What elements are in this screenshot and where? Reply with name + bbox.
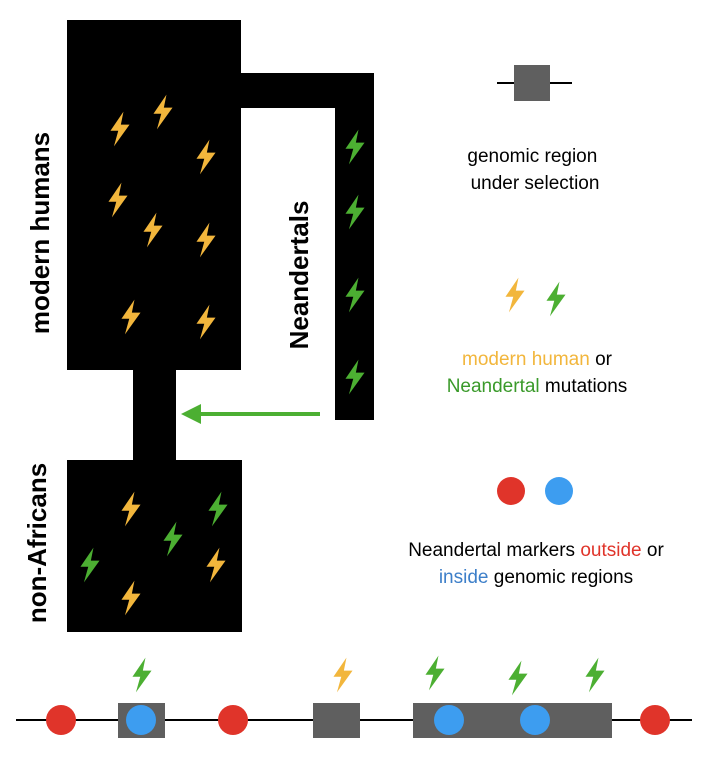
legend-region-text: genomic region under selection — [467, 146, 602, 194]
lightning-bolt-icon — [505, 277, 525, 313]
legend-markers-line1: Neandertal markers outside or — [408, 540, 664, 561]
circle-marker-icon — [46, 705, 76, 735]
legend-mutations-line1: modern human or — [462, 349, 613, 370]
legend-region-symbol — [497, 65, 572, 101]
population-tree — [67, 20, 374, 632]
legend-or-word: or — [590, 349, 613, 370]
non-africans-label: non-Africans — [22, 463, 52, 623]
modern-humans-label: modern humans — [25, 132, 55, 334]
legend-or-word-2: or — [642, 540, 665, 561]
bottleneck-stem — [133, 370, 176, 462]
legend-region-line2: under selection — [471, 173, 600, 194]
neandertals-label: Neandertals — [284, 201, 314, 350]
non-africans-block — [67, 460, 242, 632]
lightning-bolt-icon — [132, 657, 152, 693]
lightning-bolt-icon — [585, 657, 605, 693]
legend-markers-line2: inside genomic regions — [439, 567, 633, 588]
circle-marker-icon — [126, 705, 156, 735]
genome-track — [16, 655, 692, 738]
legend-region-line1: genomic region — [467, 146, 597, 167]
circle-marker-icon — [545, 477, 573, 505]
legend-mutations-line2: Neandertal mutations — [447, 376, 628, 397]
legend-markers-text-b: genomic regions — [488, 567, 633, 588]
circle-marker-icon — [218, 705, 248, 735]
legend-outside-word: outside — [580, 540, 641, 561]
legend-inside-word: inside — [439, 567, 489, 588]
lightning-bolt-icon — [546, 281, 566, 317]
circle-marker-icon — [640, 705, 670, 735]
circle-marker-icon — [434, 705, 464, 735]
lightning-bolt-icon — [425, 655, 445, 691]
circle-marker-icon — [497, 477, 525, 505]
legend-modern-human-word: modern human — [462, 349, 590, 370]
lightning-bolt-icon — [508, 660, 528, 696]
genomic-region-2 — [313, 703, 360, 738]
circle-marker-icon — [520, 705, 550, 735]
legend-mutations-word: mutations — [540, 376, 628, 397]
legend-neandertal-word: Neandertal — [447, 376, 540, 397]
arrow-left-icon — [181, 404, 320, 424]
modern-humans-block — [67, 20, 241, 370]
lightning-bolt-icon — [333, 657, 353, 693]
legend-markers-text-a: Neandertal markers — [408, 540, 580, 561]
neandertals-bar — [335, 73, 374, 420]
